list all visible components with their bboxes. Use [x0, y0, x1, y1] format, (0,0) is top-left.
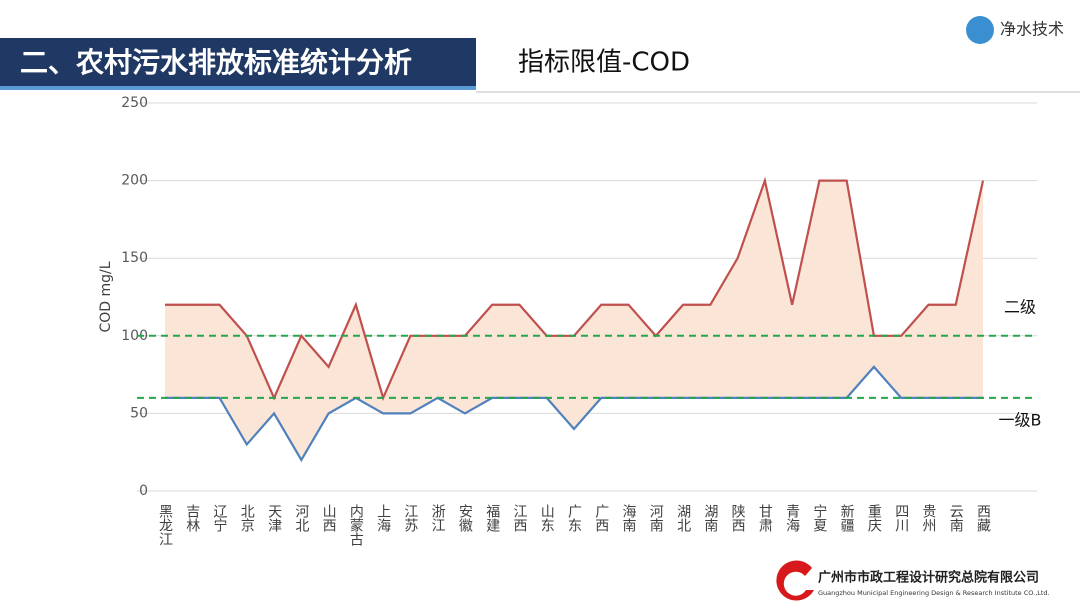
y-tick-label: 200 [121, 173, 148, 189]
x-tick-label: 河南 [648, 504, 664, 532]
band-area [165, 180, 983, 460]
slide-title: 二、农村污水排放标准统计分析 [20, 46, 412, 79]
logo-text: 净水技术 [1000, 20, 1064, 39]
x-tick-label: 四川 [893, 504, 909, 532]
x-tick-label: 陕西 [730, 504, 746, 532]
y-tick-label: 50 [130, 405, 148, 421]
reference-label: 一级B [999, 410, 1042, 429]
company-name-en: Guangzhou Municipal Engineering Design &… [818, 589, 1050, 597]
y-tick-label: 0 [139, 483, 148, 499]
title-banner [0, 38, 476, 90]
x-tick-label: 吉林 [184, 504, 200, 532]
y-tick-label: 150 [121, 250, 148, 266]
logo-icon [966, 16, 994, 44]
x-tick-label: 山西 [321, 504, 337, 532]
x-tick-label: 广西 [593, 504, 609, 532]
company-name: 广州市市政工程设计研究总院有限公司 [818, 570, 1039, 586]
x-tick-label: 内蒙古 [348, 504, 364, 546]
x-tick-label: 湖北 [675, 504, 691, 533]
x-tick-label: 甘肃 [757, 504, 773, 532]
x-tick-label: 黑龙江 [157, 504, 173, 546]
y-tick-label: 250 [121, 95, 148, 111]
x-tick-label: 重庆 [866, 504, 882, 532]
x-tick-label: 山东 [539, 504, 555, 532]
y-tick-label: 100 [121, 328, 148, 344]
x-tick-label: 上海 [375, 504, 391, 532]
x-tick-label: 福建 [484, 504, 500, 533]
x-tick-label: 天津 [266, 504, 282, 532]
banner-edge [0, 86, 476, 90]
x-tick-label: 青海 [784, 504, 800, 532]
x-tick-label: 辽宁 [212, 504, 228, 532]
company-logo [776, 560, 814, 601]
slide-subtitle: 指标限值-COD [518, 48, 690, 78]
x-tick-label: 江西 [511, 504, 527, 532]
x-tick-label: 湖南 [702, 504, 718, 532]
x-tick-label: 新疆 [839, 504, 855, 532]
y-axis-title: COD mg/L [98, 261, 114, 332]
x-tick-label: 云南 [948, 504, 964, 532]
x-tick-label: 安徽 [457, 504, 473, 532]
x-tick-label: 海南 [621, 504, 637, 532]
x-tick-label: 浙江 [430, 504, 446, 532]
x-tick-label: 广东 [566, 504, 582, 532]
x-tick-label: 西藏 [975, 504, 991, 532]
x-tick-label: 河北 [293, 504, 309, 533]
x-tick-label: 宁夏 [811, 503, 827, 532]
x-tick-label: 江苏 [402, 504, 418, 533]
x-tick-label: 北京 [239, 504, 255, 532]
x-tick-label: 贵州 [920, 504, 936, 532]
reference-label: 二级 [1004, 297, 1036, 316]
